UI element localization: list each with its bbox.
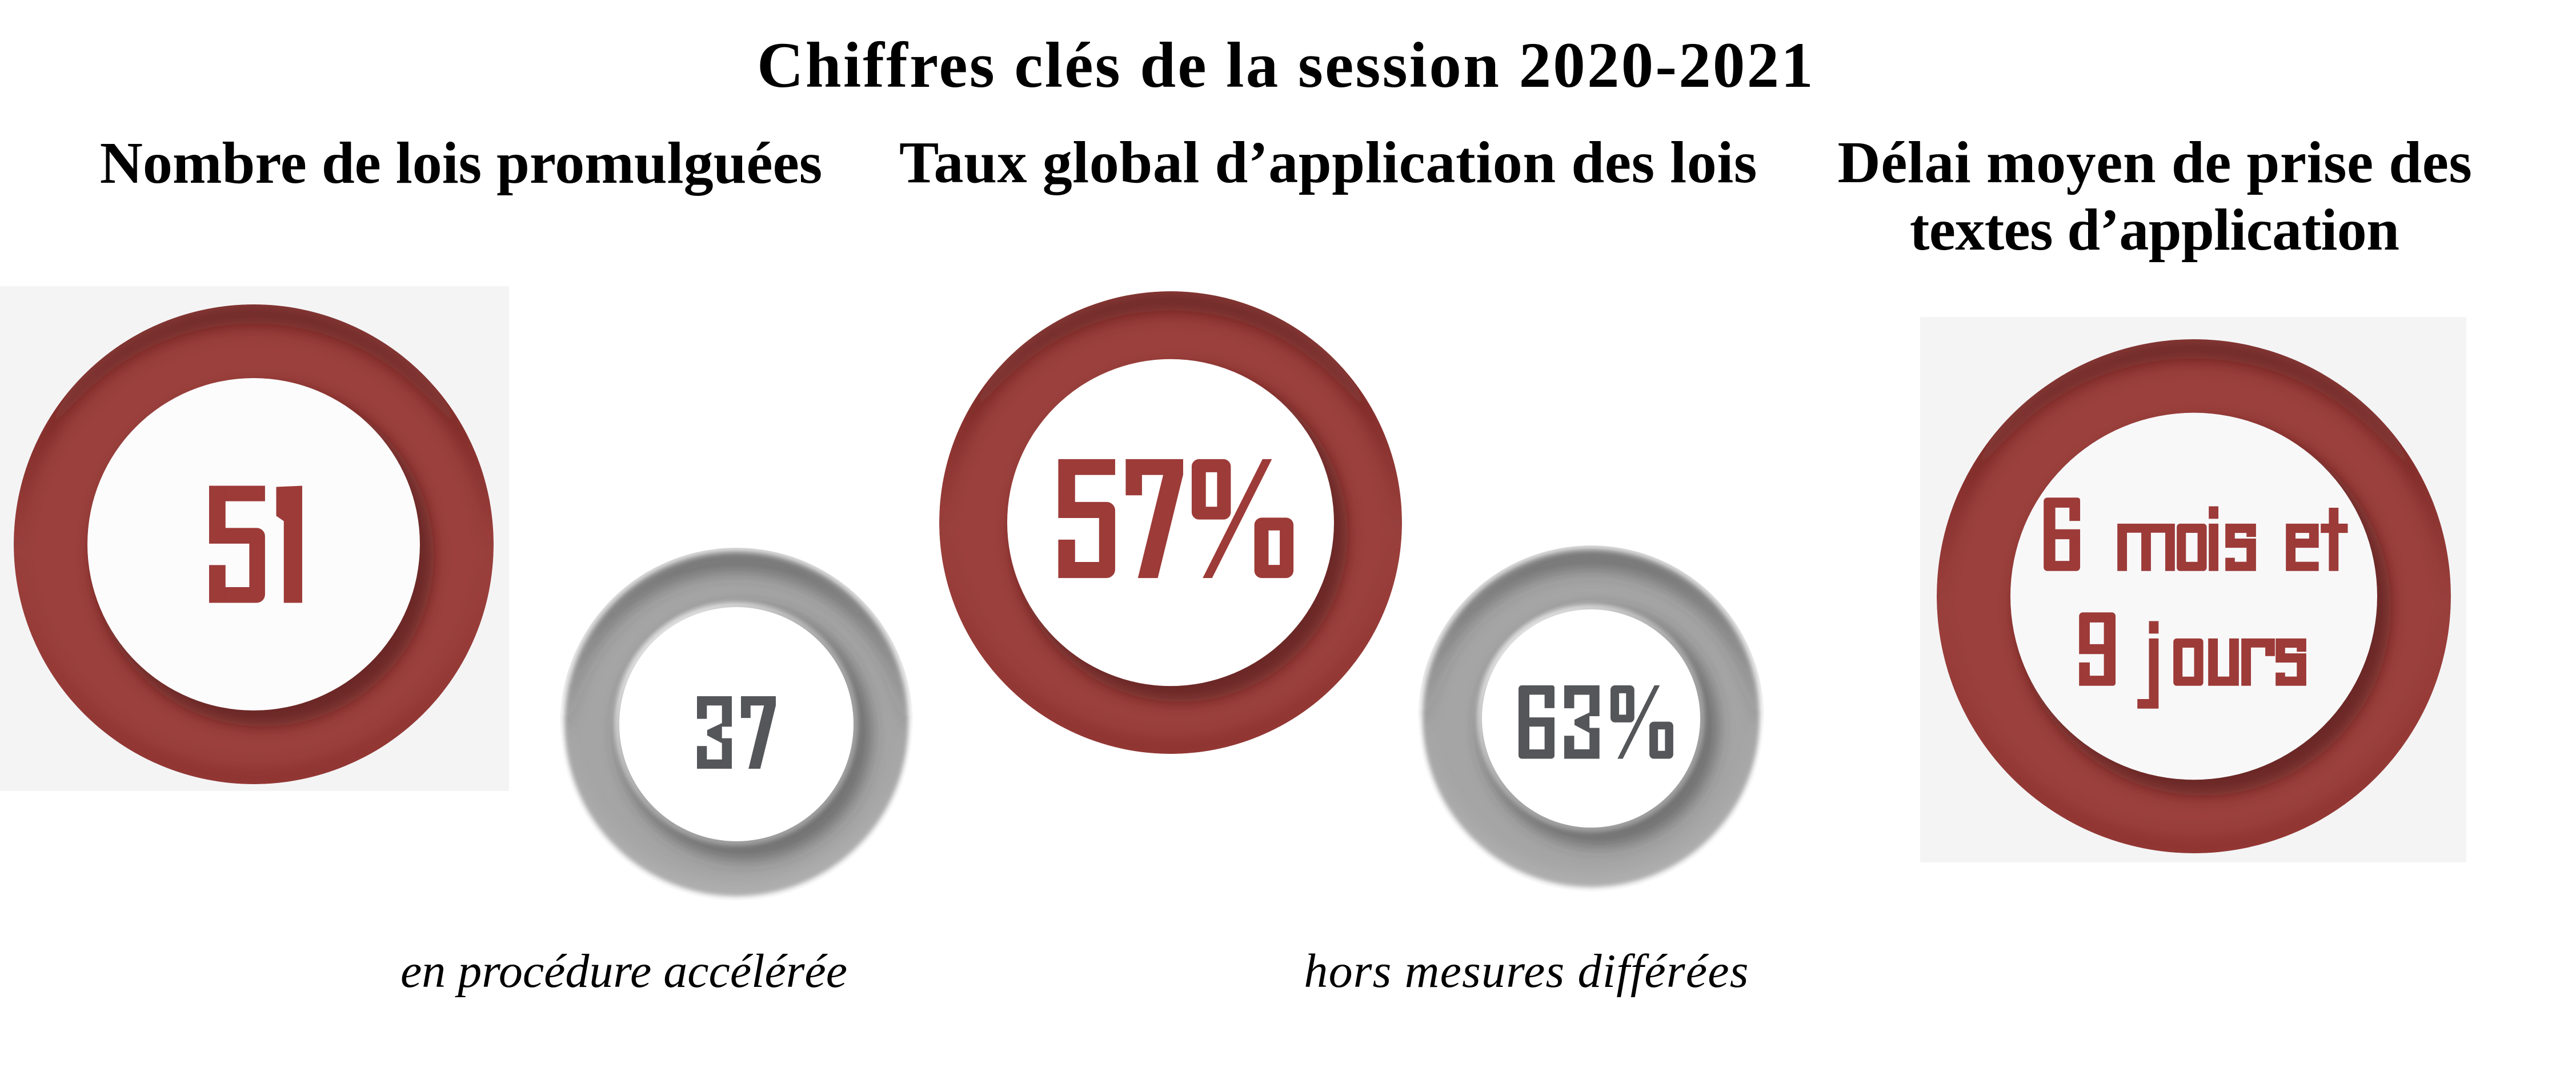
svg-text:Délai moyen de prise des: Délai moyen de prise des	[1838, 130, 2473, 195]
svg-text:Chiffres clés de la session 20: Chiffres clés de la session 2020-2021	[757, 30, 1815, 101]
svg-text:Nombre de lois promulguées: Nombre de lois promulguées	[100, 130, 822, 196]
svg-text:en procédure accélérée: en procédure accélérée	[400, 945, 847, 998]
svg-text:Taux global d’application des: Taux global d’application des lois	[899, 130, 1757, 195]
svg-text:textes d’application: textes d’application	[1910, 197, 2399, 263]
svg-text:hors mesures différées: hors mesures différées	[1304, 945, 1749, 998]
